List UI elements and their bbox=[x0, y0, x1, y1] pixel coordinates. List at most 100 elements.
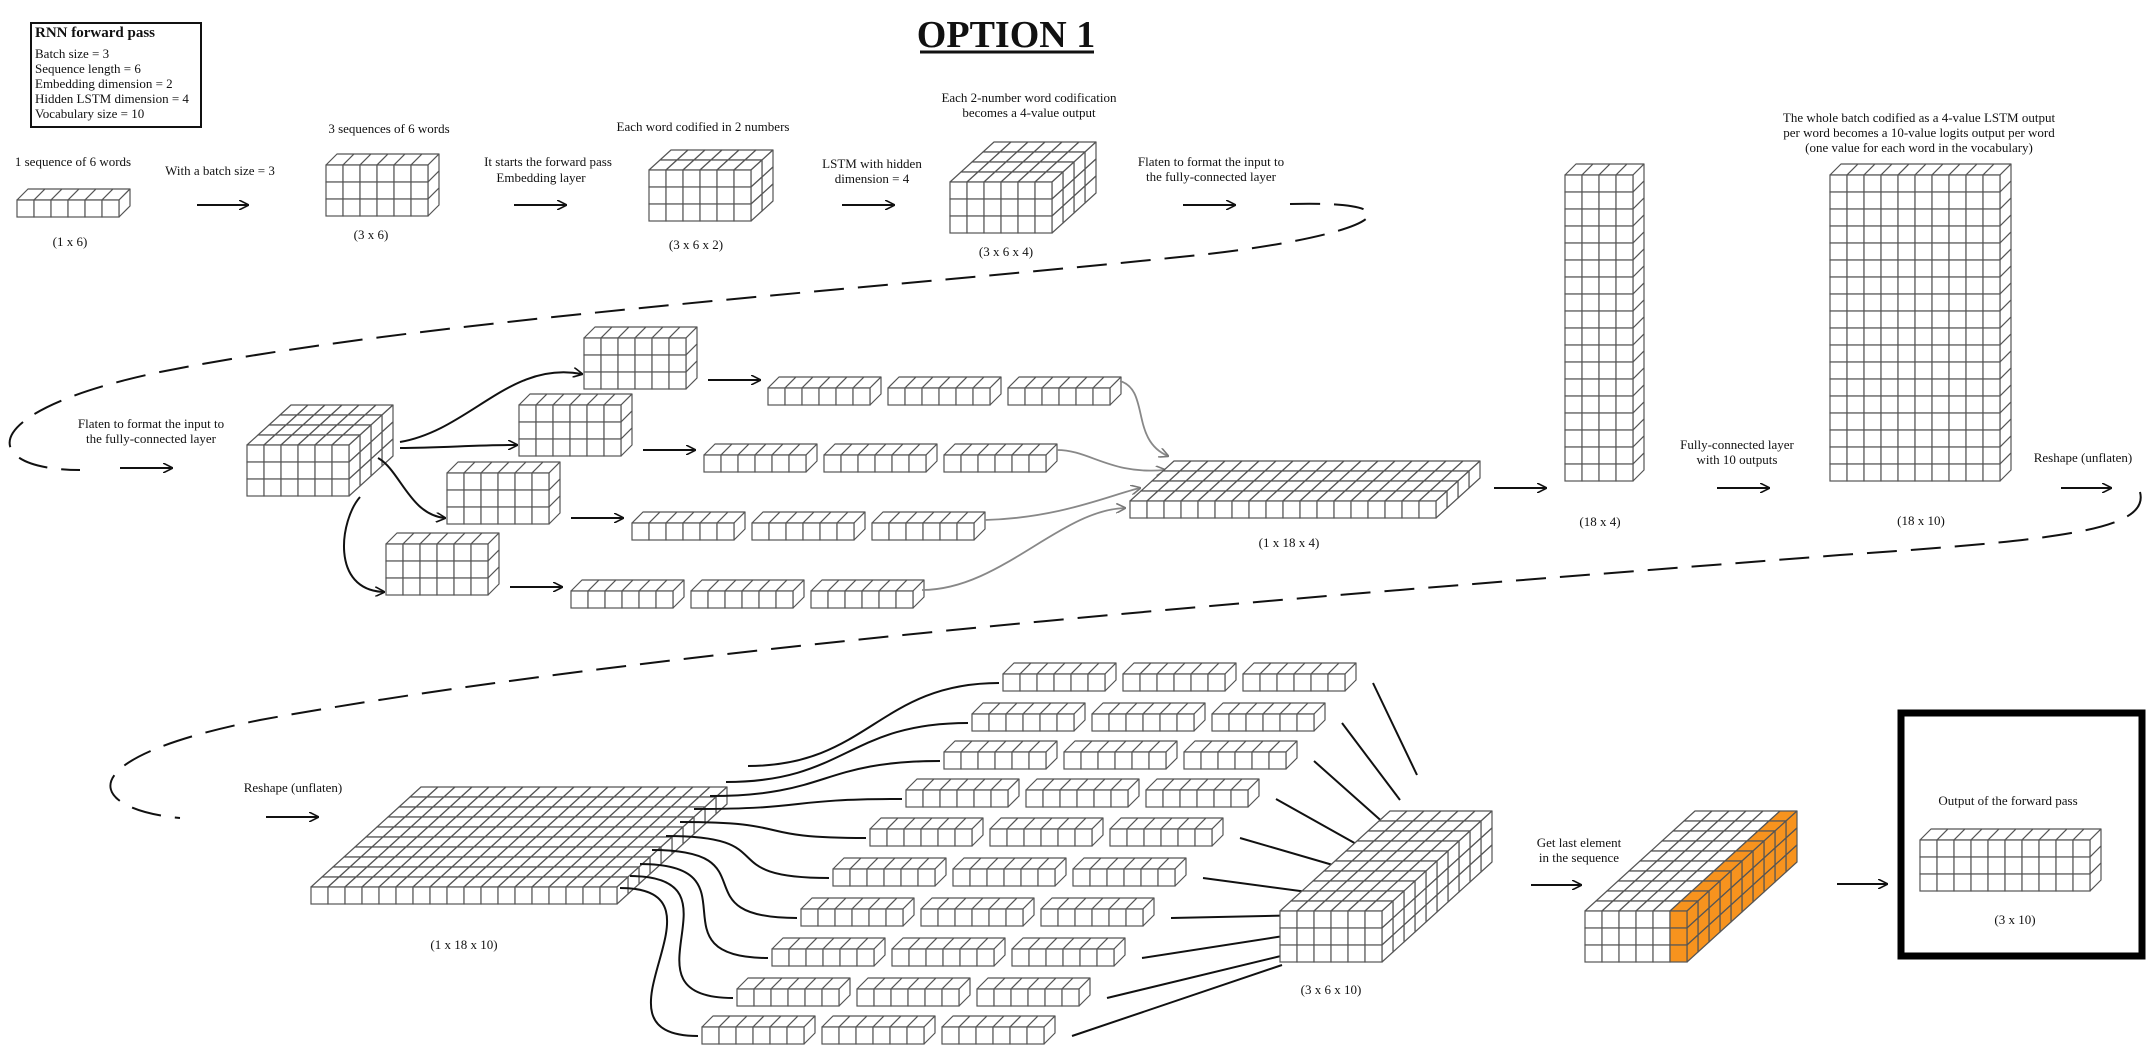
merge-curve-2 bbox=[1056, 449, 1165, 471]
info-box-line: Batch size = 3 bbox=[35, 46, 109, 61]
word-strip-6-2 bbox=[952, 857, 1067, 887]
lstm-strip-3-3 bbox=[871, 511, 986, 541]
arrow3-label: LSTM with hidden bbox=[822, 156, 922, 171]
row2-arrow-label: Flaten to format the input to bbox=[78, 416, 224, 431]
split-block-1 bbox=[583, 326, 698, 390]
col-18x4-block bbox=[1564, 163, 1645, 482]
stack-line-2 bbox=[1341, 722, 1401, 801]
stack-line-8 bbox=[1141, 934, 1291, 959]
col1-dim: (18 x 4) bbox=[1579, 514, 1620, 529]
slab-curve-8 bbox=[639, 863, 769, 959]
arrow1-label: With a batch size = 3 bbox=[165, 163, 275, 178]
info-box-line: Embedding dimension = 2 bbox=[35, 76, 173, 91]
merge-curve-4 bbox=[921, 508, 1125, 591]
lstm-strip-2-3 bbox=[943, 443, 1058, 473]
arrow2-label: It starts the forward pass bbox=[484, 154, 612, 169]
col2-caption: per word becomes a 10-value logits outpu… bbox=[1783, 125, 2055, 140]
col2-dim: (18 x 10) bbox=[1897, 513, 1945, 528]
arrow4-label: Flaten to format the input to bbox=[1138, 154, 1284, 169]
step3-caption: Each word codified in 2 numbers bbox=[617, 119, 790, 134]
split-block-2 bbox=[518, 393, 633, 457]
lstm-strip-2-1 bbox=[703, 443, 818, 473]
lstm-strip-4-2 bbox=[690, 579, 805, 609]
lstm-strip-2-2 bbox=[823, 443, 938, 473]
lstm-3x6x4-block bbox=[949, 141, 1097, 234]
slab-curve-1 bbox=[747, 682, 1000, 767]
slab-curve-7 bbox=[651, 849, 798, 919]
word-strip-8-2 bbox=[891, 937, 1006, 967]
seq-3x6-block bbox=[325, 153, 440, 217]
arrow4-label: the fully-connected layer bbox=[1146, 169, 1277, 184]
word-strip-4-2 bbox=[1025, 778, 1140, 808]
slab-curve-2 bbox=[725, 722, 969, 783]
lstm-strip-3-2 bbox=[751, 511, 866, 541]
last-element-label: Get last element bbox=[1537, 835, 1622, 850]
last-element-label: in the sequence bbox=[1539, 850, 1619, 865]
lstm-strip-1-2 bbox=[887, 376, 1002, 406]
stack-line-4 bbox=[1275, 798, 1368, 851]
slab-curve-9 bbox=[629, 875, 734, 999]
lstm-strip-4-1 bbox=[570, 579, 685, 609]
word-strip-1-3 bbox=[1242, 662, 1357, 692]
word-strip-3-2 bbox=[1063, 740, 1178, 770]
col-18x10-block bbox=[1829, 163, 2012, 482]
split-curve-4 bbox=[343, 496, 384, 592]
step4-dim: (3 x 6 x 4) bbox=[979, 244, 1033, 259]
dashed-connector-1 bbox=[8, 202, 1370, 471]
word-strip-2-2 bbox=[1091, 702, 1206, 732]
info-box: RNN forward pass Batch size = 3 Sequence… bbox=[30, 22, 202, 128]
word-strip-2-3 bbox=[1211, 702, 1326, 732]
col2-caption: The whole batch codified as a 4-value LS… bbox=[1783, 110, 2056, 125]
lstm-strip-1-3 bbox=[1007, 376, 1122, 406]
word-strip-5-2 bbox=[989, 817, 1104, 847]
stack-line-10 bbox=[1071, 964, 1283, 1037]
arrow2-label: Embedding layer bbox=[496, 170, 586, 185]
step4-caption: becomes a 4-value output bbox=[962, 105, 1096, 120]
stack-3x6x10 bbox=[1279, 810, 1493, 963]
slab-dim: (1 x 18 x 10) bbox=[430, 937, 497, 952]
slab-curve-10 bbox=[619, 887, 699, 1037]
word-strip-9-1 bbox=[736, 977, 851, 1007]
word-strip-1-2 bbox=[1122, 662, 1237, 692]
output-3x10-block bbox=[1919, 828, 2102, 892]
word-strip-4-1 bbox=[905, 778, 1020, 808]
step1-dim: (1 x 6) bbox=[53, 234, 88, 249]
word-strip-4-3 bbox=[1145, 778, 1260, 808]
row2-arrow-label: the fully-connected layer bbox=[86, 431, 217, 446]
step2-caption: 3 sequences of 6 words bbox=[328, 121, 449, 136]
stack-line-1 bbox=[1372, 682, 1418, 776]
stack-line-9 bbox=[1106, 954, 1286, 999]
lstm-strip-4-3 bbox=[810, 579, 925, 609]
word-strip-1-1 bbox=[1002, 662, 1117, 692]
word-strip-9-3 bbox=[976, 977, 1091, 1007]
flat-1x18x4-slab bbox=[1129, 460, 1481, 519]
word-strip-7-2 bbox=[920, 897, 1035, 927]
word-strip-10-3 bbox=[941, 1015, 1056, 1045]
output-caption: Output of the forward pass bbox=[1938, 793, 2077, 808]
word-strip-3-1 bbox=[943, 740, 1058, 770]
slab-curve-4 bbox=[693, 798, 903, 810]
split-curve-2 bbox=[399, 445, 517, 448]
merge-curve-1 bbox=[1119, 380, 1168, 456]
split-block-3 bbox=[446, 461, 561, 525]
fc-label: with 10 outputs bbox=[1697, 452, 1778, 467]
slab-curve-6 bbox=[665, 835, 830, 879]
row2-reshape-label: Reshape (unflaten) bbox=[2034, 450, 2133, 465]
lstm-strip-3-1 bbox=[631, 511, 746, 541]
step3-dim: (3 x 6 x 2) bbox=[669, 237, 723, 252]
word-strip-7-1 bbox=[800, 897, 915, 927]
info-box-line: Hidden LSTM dimension = 4 bbox=[35, 91, 189, 106]
seq-1x6-block bbox=[16, 188, 131, 218]
word-strip-10-1 bbox=[701, 1015, 816, 1045]
merge-curve-3 bbox=[984, 488, 1140, 521]
embed-3x6x2-block bbox=[648, 149, 774, 222]
word-strip-2-1 bbox=[971, 702, 1086, 732]
word-strip-6-1 bbox=[832, 857, 947, 887]
stack-line-3 bbox=[1313, 760, 1387, 826]
output-dim: (3 x 10) bbox=[1994, 912, 2035, 927]
col2-caption: (one value for each word in the vocabula… bbox=[1805, 140, 2033, 155]
word-strip-10-2 bbox=[821, 1015, 936, 1045]
info-box-heading: RNN forward pass bbox=[35, 25, 155, 41]
output-box bbox=[1897, 709, 2146, 960]
